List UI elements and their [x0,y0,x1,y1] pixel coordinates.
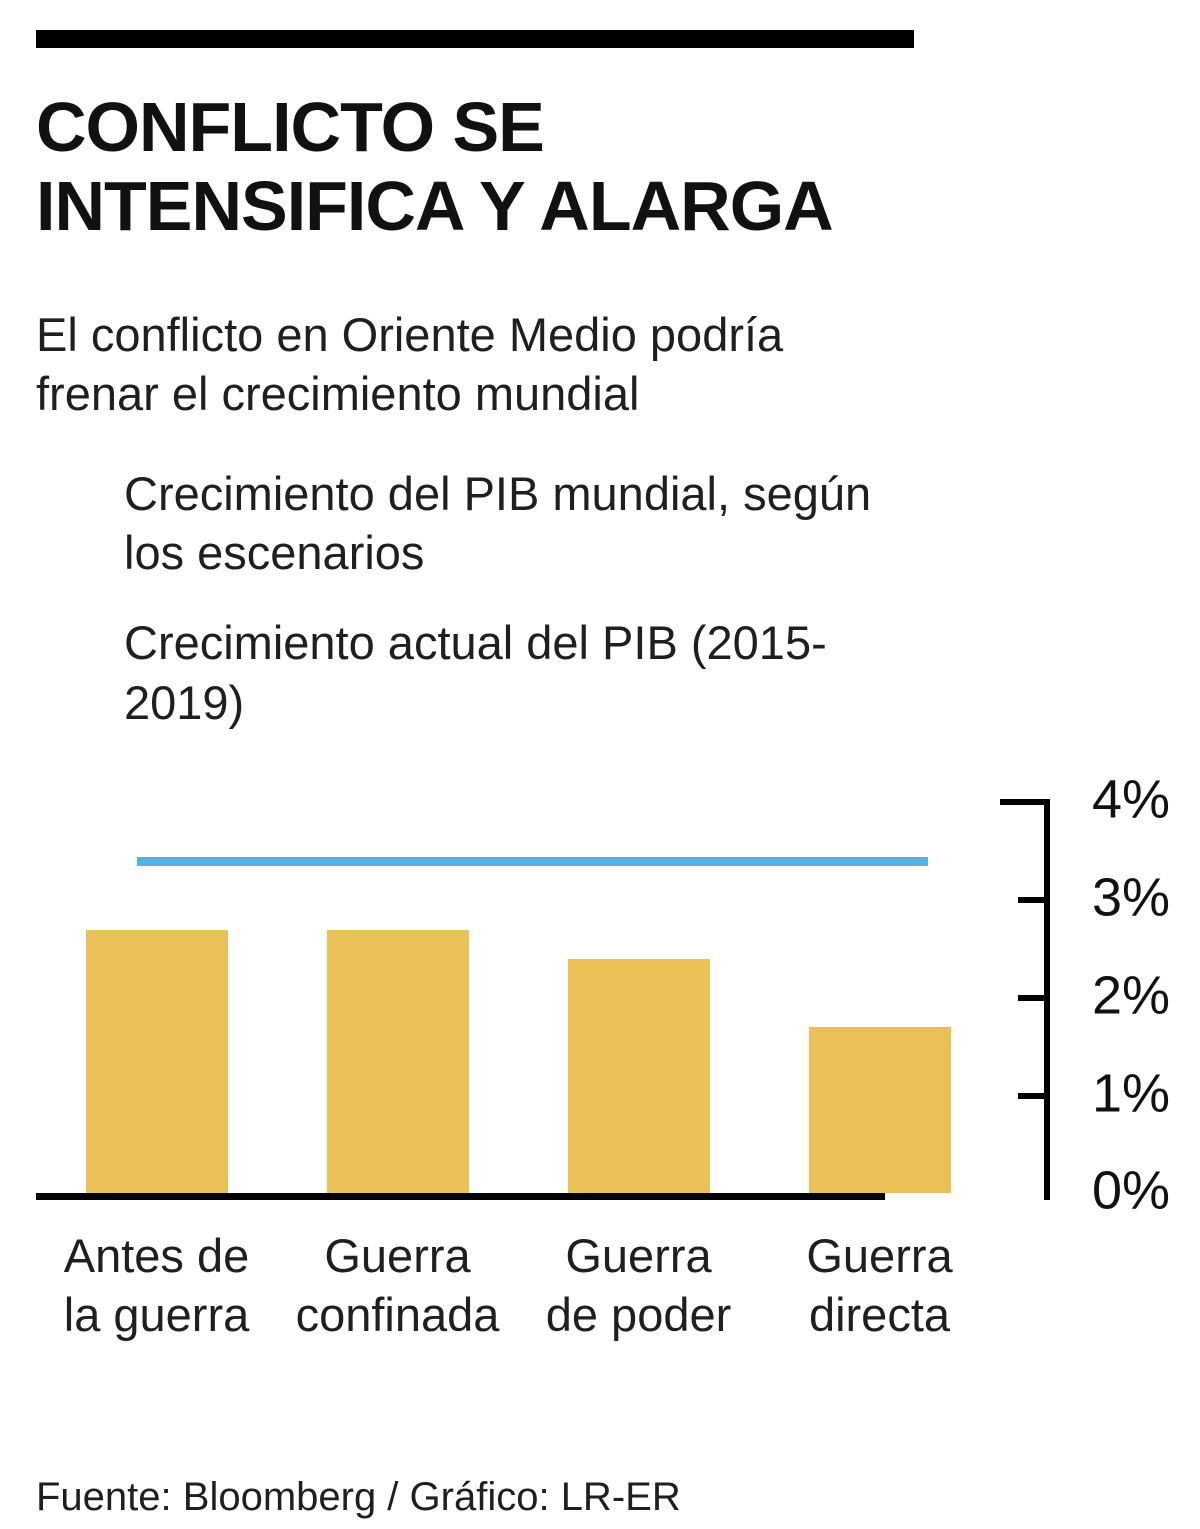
y-axis-tick [1018,1092,1050,1099]
chart-subtitle: El conflicto en Oriente Medio podría fre… [36,308,784,420]
x-axis-label: Antes de la guerra [63,1229,250,1342]
legend-item-bar-series: Crecimiento del PIB mundial, según los e… [36,464,1166,583]
y-axis-label: 3% [1092,867,1171,928]
x-axis-labels: Antes de la guerra Guerra confinada Guerra de… [36,1227,1000,1345]
x-axis-baseline [36,1193,885,1201]
y-axis-label: 0% [1092,1160,1171,1221]
y-axis-label: 2% [1092,965,1171,1026]
bar-1 [85,929,228,1194]
reference-line [137,857,928,867]
bar-column-1 [36,802,277,1194]
y-axis-label: 1% [1092,1063,1171,1124]
legend-item-line-series: Crecimiento actual del PIB (2015-2019) [36,613,1166,732]
y-axis-label: 4% [1092,769,1171,830]
bar-3 [567,958,710,1194]
top-rule [36,30,914,48]
legend: Crecimiento del PIB mundial, según los e… [36,464,1166,733]
y-axis-tick [1018,897,1050,904]
bars-container [36,802,1000,1194]
bar-chart: 0% 1% 2% 3% 4% [36,770,1170,1221]
bar-column-3 [518,802,759,1194]
bar-column-2 [277,802,518,1194]
plot-area [36,802,1000,1201]
bar-column-4 [759,802,1000,1194]
x-axis-label: Guerra directa [806,1229,953,1342]
bar-2 [326,929,469,1194]
y-axis: 0% 1% 2% 3% 4% [1000,770,1170,1221]
x-axis-label: Guerra confinada [295,1229,500,1342]
y-axis-tick [1000,799,1050,806]
y-axis-tick [1018,994,1050,1001]
y-axis-line [1044,802,1050,1201]
source-note: Fuente: Bloomberg / Gráfico: LR-ER [36,1474,681,1519]
x-axis-label: Guerra de poder [545,1229,732,1342]
bar-4 [808,1027,951,1194]
page-title: CONFLICTO SE INTENSIFICA Y ALARGA [36,88,834,246]
bar-series-label: Crecimiento del PIB mundial, según los e… [124,466,872,580]
line-series-label: Crecimiento actual del PIB (2015-2019) [124,616,827,729]
